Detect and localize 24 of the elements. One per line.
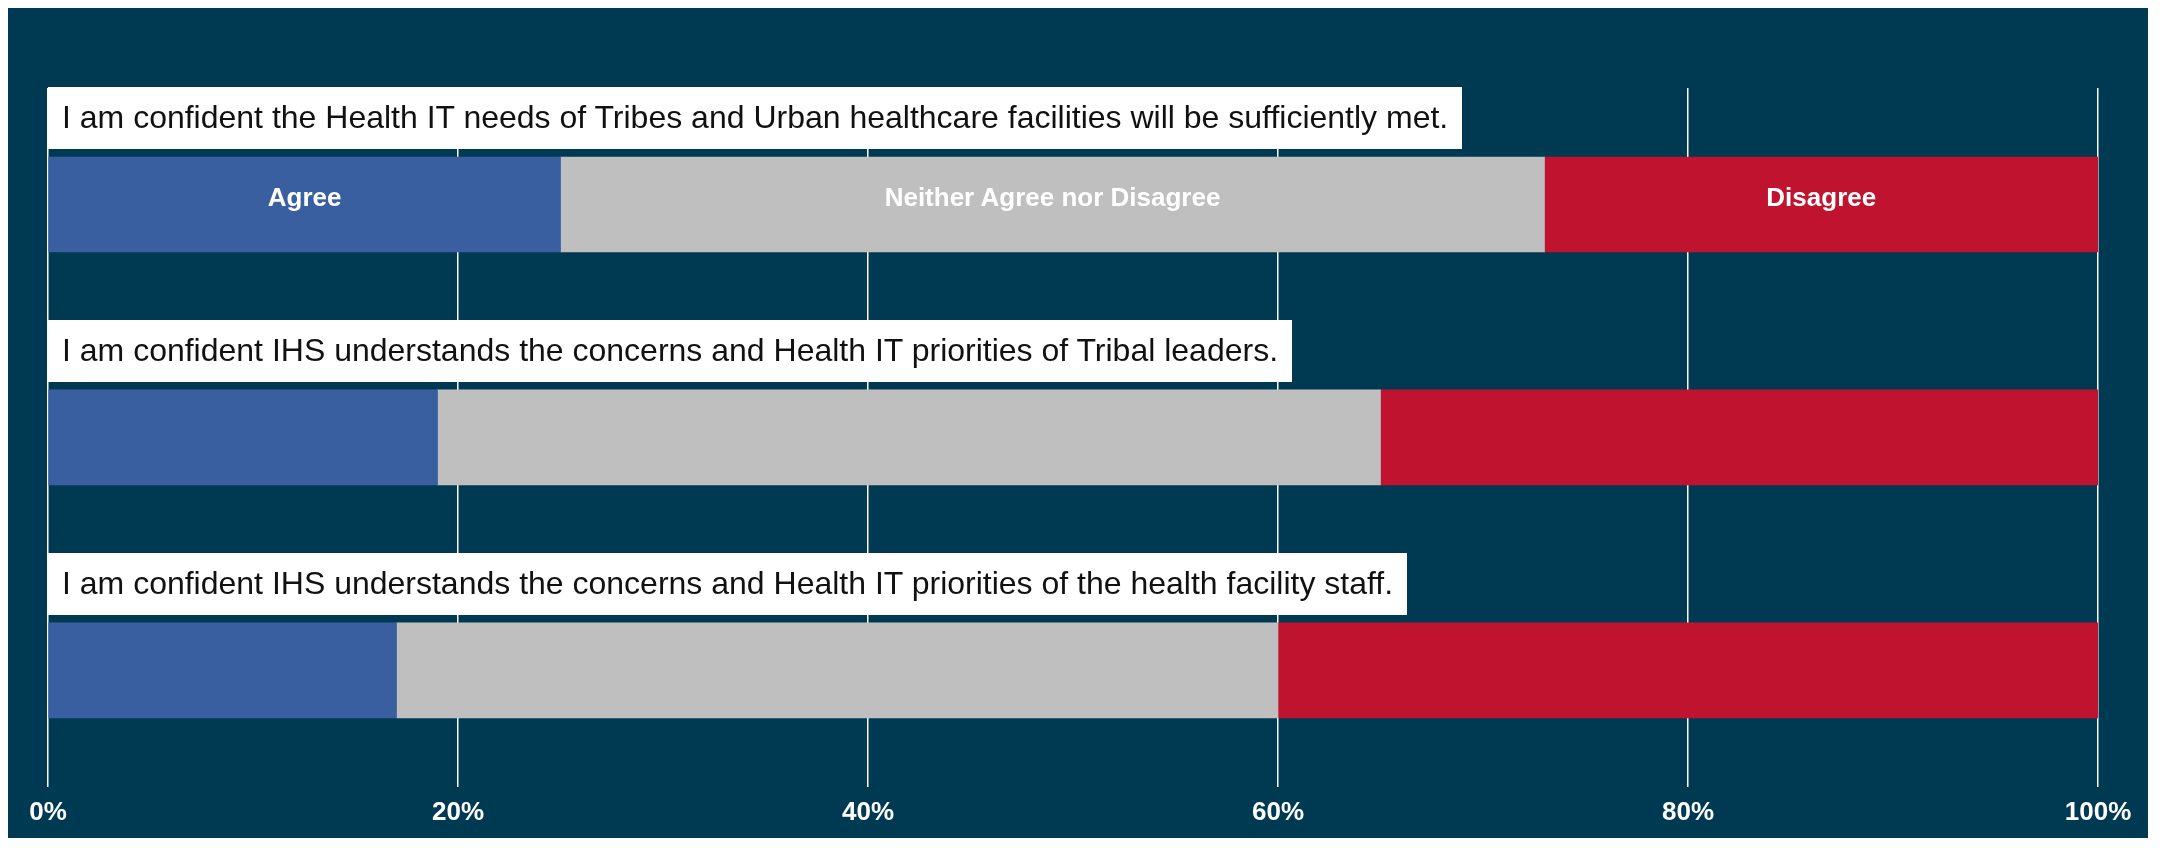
y-tick-label: I am confident IHS understands the concerns and Health IT priorities of the health facility staff. (62, 565, 1394, 603)
caption-box: I am confident IHS understands the concerns and Health IT priorities of the health facility staff. (48, 552, 1408, 615)
bar (560, 156, 1545, 253)
y-tick-label: I am confident the Health IT needs of Tribes and Urban healthcare facilities will be sufficiently met. (62, 99, 1449, 137)
series-label: Agree (267, 181, 342, 212)
bar (48, 156, 561, 253)
bar (437, 389, 1381, 486)
bar (48, 622, 397, 719)
x-tick-label: 100% (2064, 795, 2132, 826)
caption-box: I am confident IHS understands the concerns and Health IT priorities of Tribal leaders. (48, 319, 1293, 382)
bar (1380, 389, 2098, 486)
series-label: Disagree (1766, 181, 1877, 212)
x-tick-label: 0% (29, 795, 67, 826)
caption-box: I am confident the Health IT needs of Tribes and Urban healthcare facilities will be sufficiently met. (48, 86, 1463, 149)
x-tick-label: 80% (1661, 795, 1715, 826)
bar (396, 622, 1279, 719)
series-label: Neither Agree nor Disagree (884, 181, 1221, 212)
x-tick-label: 20% (431, 795, 485, 826)
x-tick-label: 40% (841, 795, 895, 826)
bar (1544, 156, 2098, 253)
y-tick-label: I am confident IHS understands the concerns and Health IT priorities of Tribal leaders. (62, 332, 1279, 370)
x-tick-label: 60% (1251, 795, 1305, 826)
bar (48, 389, 438, 486)
bar (1277, 622, 2098, 719)
